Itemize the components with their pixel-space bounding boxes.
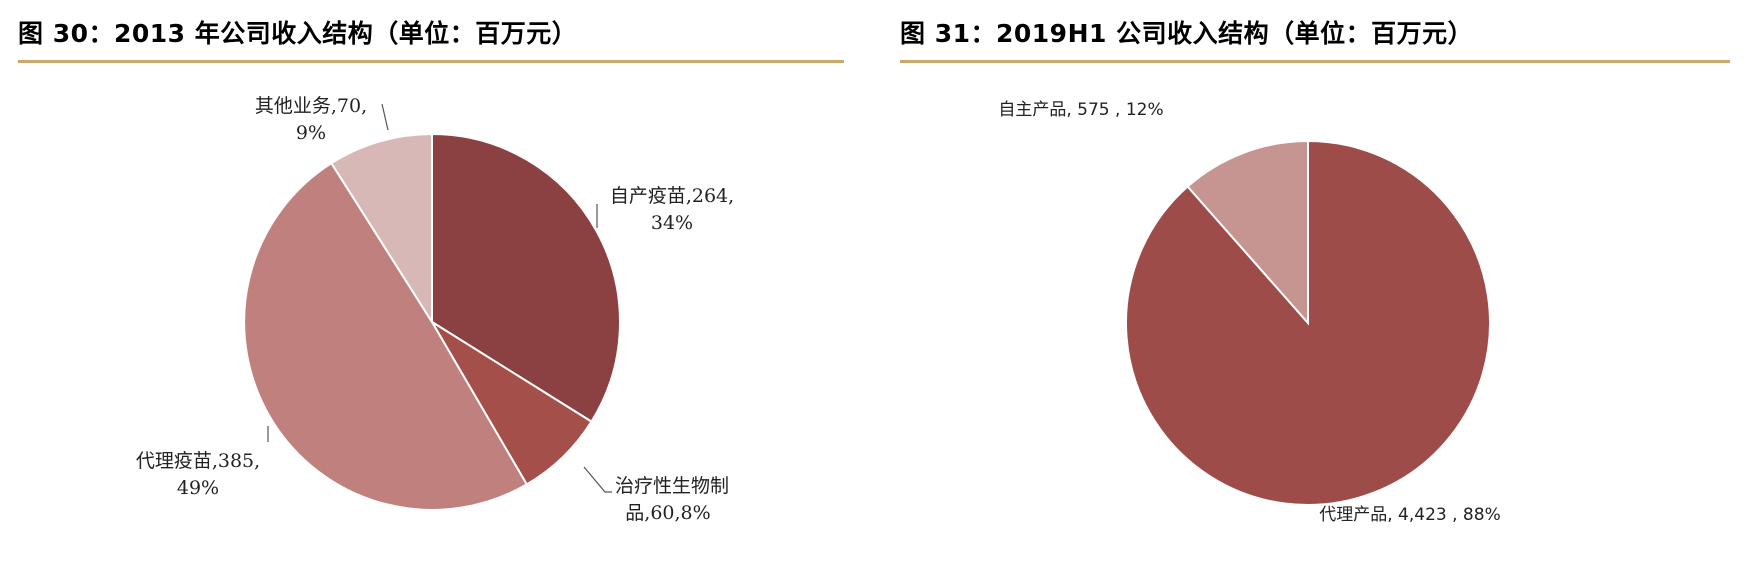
pie-slice (431, 132, 621, 424)
chart-title: 图 31：2019H1 公司收入结构（单位：百万元） (900, 19, 1474, 48)
chart-title: 图 30：2013 年公司收入结构（单位：百万元） (18, 19, 578, 48)
pie-slice (243, 161, 529, 511)
slice-label: 自产疫苗,264, (610, 185, 734, 207)
slice-label: 代理疫苗,385, (136, 450, 260, 472)
slice-label-percent: 49% (177, 477, 219, 499)
leader-line (381, 103, 389, 131)
slice-label: 其他业务,70, (255, 95, 367, 117)
title-divider (900, 60, 1730, 63)
slice-label-percent: 品,60,8% (625, 502, 710, 524)
pie-slice (1186, 139, 1309, 326)
pie-slice (1124, 139, 1491, 506)
slice-label-percent: 34% (651, 212, 693, 234)
slice-label: 自主产品, 575 , 12% (998, 100, 1163, 120)
leader-line (583, 466, 612, 493)
chart-panel-2019h1: 图 31：2019H1 公司收入结构（单位：百万元） 代理产品, 4,423 ,… (890, 0, 1748, 576)
slice-label: 代理产品, 4,423 , 88% (1319, 505, 1500, 525)
slice-label-percent: 9% (296, 122, 326, 144)
chart-panel-2013: 图 30：2013 年公司收入结构（单位：百万元） 自产疫苗,264, 34% 治疗… (0, 0, 860, 576)
pie-slice (330, 132, 433, 326)
pie-chart-2019h1: 代理产品, 4,423 , 88% 自主产品, 575 , 12% (998, 100, 1500, 525)
slice-label: 治疗性生物制 (615, 475, 729, 497)
title-divider (18, 60, 844, 63)
